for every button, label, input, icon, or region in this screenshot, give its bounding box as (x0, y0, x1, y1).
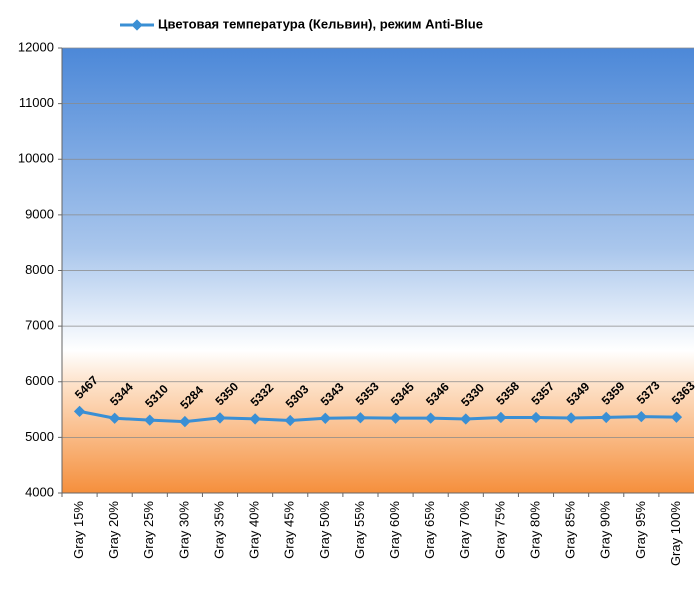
marker (495, 411, 507, 424)
marker (284, 414, 296, 427)
marker (670, 411, 683, 423)
y-tick-label: 5000 (25, 429, 54, 444)
x-tick-label: Gray 55% (352, 501, 367, 559)
x-tick-label: Gray 30% (176, 501, 191, 559)
marker (179, 415, 191, 428)
y-tick-label: 9000 (25, 206, 54, 221)
x-tick-label: Gray 20% (106, 501, 121, 559)
marker (530, 411, 542, 424)
x-tick-label: Gray 60% (387, 501, 402, 559)
legend-label: Цветовая температура (Кельвин), режим An… (158, 16, 483, 31)
y-tick-label: 10000 (18, 151, 54, 166)
y-tick-label: 11000 (19, 95, 54, 110)
marker (565, 412, 577, 424)
x-tick-label: Gray 75% (492, 501, 507, 559)
marker (319, 412, 331, 424)
y-tick-label: 7000 (25, 318, 54, 333)
y-tick-label: 4000 (25, 484, 54, 499)
marker (460, 413, 472, 425)
x-tick-label: Gray 90% (598, 501, 613, 559)
legend-marker (131, 19, 143, 31)
marker (425, 412, 437, 424)
x-tick-label: Gray 70% (457, 501, 472, 559)
x-tick-label: Gray 45% (282, 501, 297, 559)
marker (144, 414, 156, 426)
marker (635, 410, 647, 423)
x-tick-label: Gray 40% (247, 501, 262, 559)
marker (354, 412, 367, 424)
y-tick-label: 6000 (25, 373, 54, 388)
x-tick-label: Gray 100% (668, 501, 683, 566)
x-tick-label: Gray 35% (211, 501, 226, 559)
x-tick-label: Gray 95% (633, 501, 648, 559)
marker (600, 411, 612, 424)
marker (214, 412, 226, 424)
x-tick-label: Gray 65% (422, 501, 437, 559)
marker (389, 412, 402, 424)
x-tick-label: Gray 80% (527, 501, 542, 559)
y-tick-label: 12000 (18, 39, 54, 54)
x-tick-label: Gray 25% (141, 501, 156, 559)
x-tick-label: Gray 15% (71, 501, 86, 559)
series-line (79, 409, 677, 424)
y-tick-label: 8000 (25, 262, 54, 277)
x-tick-label: Gray 85% (563, 501, 578, 559)
x-tick-label: Gray 50% (317, 501, 332, 559)
marker (249, 413, 261, 425)
